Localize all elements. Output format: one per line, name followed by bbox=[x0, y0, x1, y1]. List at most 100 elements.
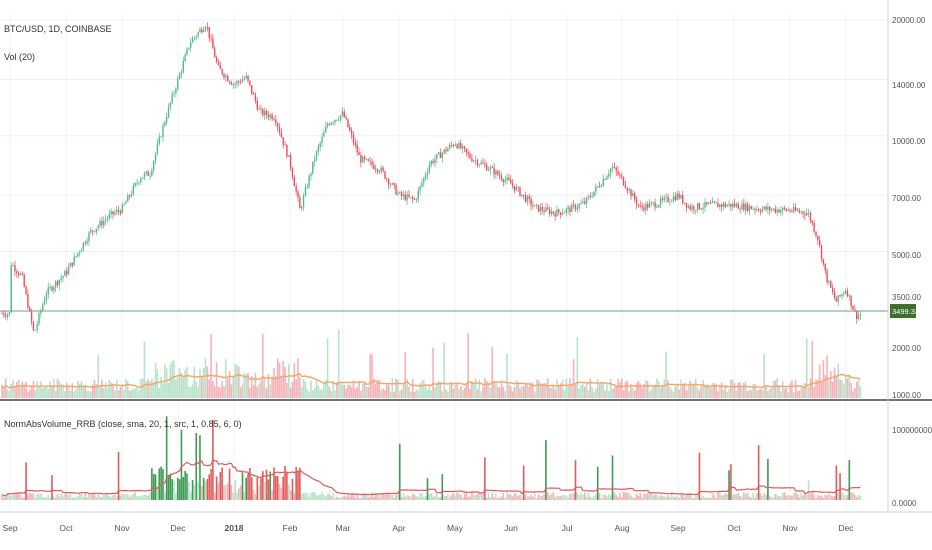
volume-bar bbox=[289, 387, 292, 398]
candle-body bbox=[587, 196, 590, 198]
volume-bar bbox=[511, 391, 514, 398]
indicator-bar bbox=[239, 485, 242, 500]
indicator-bar bbox=[95, 496, 98, 500]
candle-body bbox=[193, 37, 196, 39]
volume-bar bbox=[648, 391, 651, 398]
candle-body bbox=[201, 29, 203, 33]
indicator-bar bbox=[312, 492, 314, 500]
volume-bar bbox=[130, 389, 133, 398]
indicator-bar bbox=[528, 496, 531, 500]
candle-body bbox=[25, 286, 27, 294]
volume-bar bbox=[149, 381, 151, 398]
indicator-bar bbox=[478, 493, 481, 500]
volume-bar bbox=[160, 376, 162, 398]
candle-body bbox=[682, 195, 684, 203]
indicator-bar bbox=[596, 466, 599, 500]
volume-bar bbox=[380, 389, 383, 398]
volume-bar bbox=[545, 382, 547, 398]
indicator-bar bbox=[491, 492, 494, 500]
indicator-bar bbox=[361, 493, 364, 500]
candle-body bbox=[685, 202, 688, 208]
indicator-bar bbox=[767, 459, 769, 500]
volume-bar bbox=[791, 380, 793, 398]
time-tick-label: Dec bbox=[838, 523, 854, 533]
candle-body bbox=[702, 207, 704, 209]
candle-body bbox=[387, 179, 390, 185]
candle-body bbox=[228, 81, 231, 83]
indicator-bar bbox=[498, 497, 501, 500]
candle-body bbox=[460, 142, 462, 149]
candle-body bbox=[234, 84, 236, 85]
volume-bar bbox=[857, 380, 860, 398]
indicator-bar bbox=[565, 495, 568, 500]
candle-body bbox=[506, 177, 508, 180]
volume-bar bbox=[347, 384, 349, 398]
candle-body bbox=[558, 209, 560, 213]
indicator-bar bbox=[269, 471, 272, 500]
indicator-bar bbox=[254, 493, 257, 500]
volume-bar bbox=[413, 391, 416, 398]
candle-body bbox=[399, 192, 401, 194]
indicator-bar bbox=[21, 497, 24, 500]
candle-body bbox=[258, 108, 260, 110]
indicator-bar bbox=[139, 496, 142, 500]
volume-bar bbox=[842, 383, 845, 398]
indicator-bar bbox=[315, 495, 318, 500]
volume-bar bbox=[689, 380, 691, 398]
volume-bar bbox=[184, 369, 186, 398]
volume-bar bbox=[19, 384, 22, 398]
candle-body bbox=[415, 199, 418, 201]
volume-bar bbox=[632, 387, 634, 398]
indicator-bar bbox=[352, 493, 355, 500]
indicator-bar bbox=[830, 495, 832, 500]
indicator-bar bbox=[558, 496, 560, 500]
indicator-bar bbox=[38, 493, 40, 500]
indicator-bar bbox=[306, 493, 309, 500]
indicator-bar bbox=[188, 481, 190, 500]
candle-body bbox=[225, 75, 227, 78]
volume-bar bbox=[352, 380, 355, 398]
candle-body bbox=[530, 198, 532, 206]
candle-body bbox=[819, 240, 821, 246]
candle-body bbox=[550, 211, 553, 215]
indicator-bar bbox=[415, 496, 418, 500]
pane-separators bbox=[0, 0, 932, 513]
candle-body bbox=[310, 173, 312, 176]
candle-body bbox=[733, 203, 736, 207]
volume-bar bbox=[859, 385, 862, 398]
volume-bar bbox=[365, 386, 368, 398]
candle-body bbox=[469, 153, 471, 159]
candle-body bbox=[217, 61, 220, 66]
candle-body bbox=[717, 203, 719, 208]
indicator-bar bbox=[706, 497, 708, 500]
candle-body bbox=[153, 161, 155, 171]
indicator-bar bbox=[485, 497, 488, 500]
indicator-bar bbox=[417, 496, 420, 500]
volume-bar bbox=[363, 381, 366, 398]
indicator-bar bbox=[291, 478, 294, 500]
volume-bar bbox=[807, 386, 810, 398]
volume-bar bbox=[613, 387, 616, 398]
indicator-bar bbox=[8, 493, 11, 500]
candle-body bbox=[804, 213, 806, 216]
indicator-bar bbox=[611, 455, 614, 500]
volume-bar bbox=[75, 389, 77, 398]
candle-body bbox=[759, 210, 762, 212]
volume-bar bbox=[598, 384, 601, 398]
indicator-bar bbox=[563, 495, 566, 500]
indicator-bar bbox=[308, 496, 310, 500]
candle-body bbox=[295, 186, 297, 192]
last-price-badge bbox=[890, 304, 916, 319]
volume-bar bbox=[430, 390, 432, 398]
price-tick-label: 2000.00 bbox=[892, 344, 921, 353]
indicator-bar bbox=[620, 497, 623, 500]
volume-bar bbox=[191, 384, 194, 398]
candle-body bbox=[369, 160, 371, 162]
volume-bar bbox=[53, 378, 55, 398]
indicator-bar bbox=[199, 435, 201, 500]
candle-body bbox=[811, 220, 813, 224]
indicator-bar bbox=[321, 492, 323, 500]
candle-body bbox=[519, 187, 521, 196]
candle-body bbox=[341, 111, 344, 116]
candle-body bbox=[785, 208, 788, 211]
